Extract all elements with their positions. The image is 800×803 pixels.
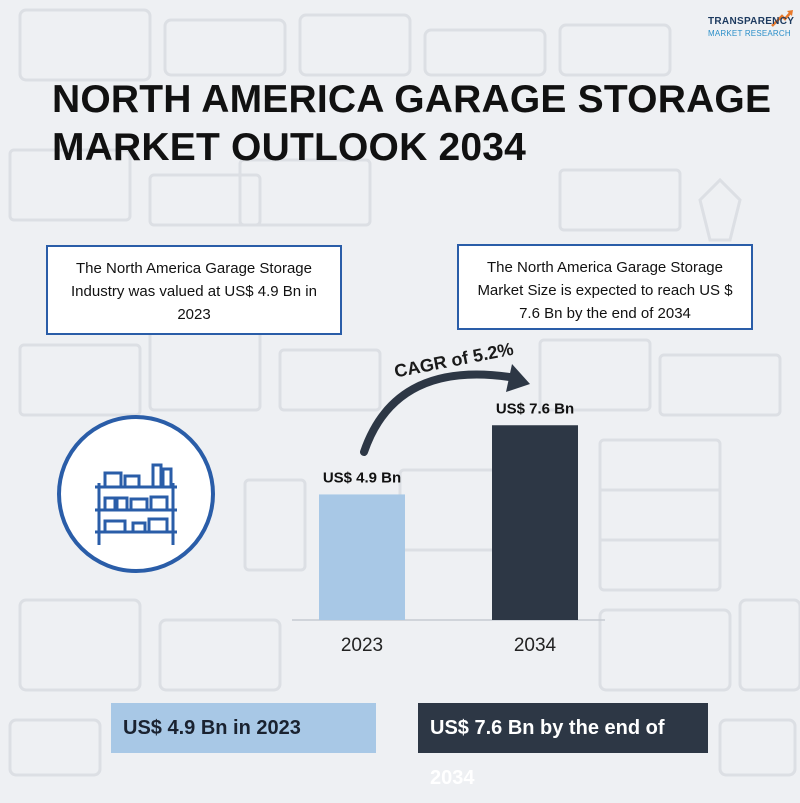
callout-2034-text: The North America Garage Storage Market … [477, 259, 733, 322]
category-label-2034: 2034 [514, 635, 557, 656]
callout-2023: The North America Garage Storage Industr… [46, 245, 342, 335]
logo-text-primary: TRANSPARENCY [708, 16, 795, 27]
brand-logo: TRANSPARENCY MARKET RESEARCH [700, 8, 796, 48]
bar-2023 [319, 494, 405, 620]
background-pattern [8, 8, 800, 777]
category-label-2023: 2023 [341, 635, 383, 656]
logo-text-secondary: MARKET RESEARCH [708, 29, 791, 38]
cagr-arrow-head [506, 364, 530, 392]
value-label-2023: US$ 4.9 Bn [323, 469, 401, 486]
page-title: NORTH AMERICA GARAGE STORAGE MARKET OUTL… [52, 78, 772, 169]
bar-chart: US$ 4.9 Bn US$ 7.6 Bn 2023 2034 CAGR of … [292, 339, 605, 656]
summary-2034: US$ 7.6 Bn by the end of 2034 [418, 703, 708, 789]
callout-2034: The North America Garage Storage Market … [457, 244, 753, 330]
callout-2023-text: The North America Garage Storage Industr… [71, 260, 317, 323]
cagr-arc-arrow [360, 370, 520, 456]
bar-2034 [492, 425, 578, 620]
logo-arrow-icon [771, 10, 793, 27]
value-label-2034: US$ 7.6 Bn [496, 400, 574, 417]
storage-shelf-icon [57, 415, 215, 573]
summary-2023: US$ 4.9 Bn in 2023 [111, 703, 376, 753]
summary-2023-text: US$ 4.9 Bn in 2023 [123, 717, 301, 739]
